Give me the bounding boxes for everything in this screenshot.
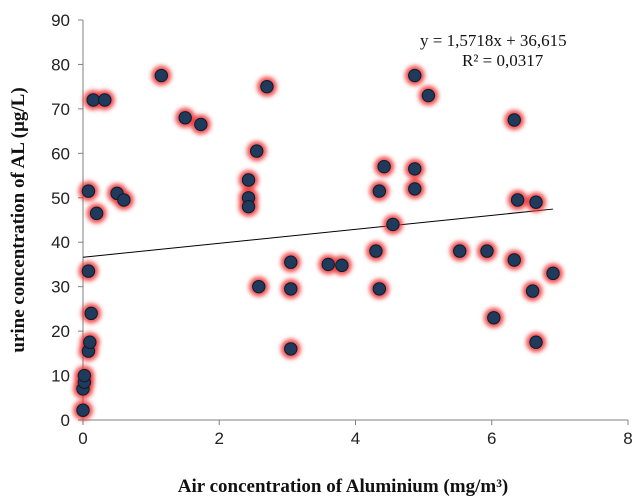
data-point xyxy=(507,253,521,267)
x-tick-label: 4 xyxy=(351,429,360,448)
trendline xyxy=(82,208,554,258)
y-tick-label: 30 xyxy=(51,278,70,297)
y-tick-label: 60 xyxy=(51,144,70,163)
x-axis-title: Air concentration of Aluminium (mg/m³) xyxy=(178,476,508,497)
data-point xyxy=(453,244,467,258)
data-point xyxy=(284,255,298,269)
data-point xyxy=(284,342,298,356)
data-point xyxy=(241,173,256,187)
data-point xyxy=(81,264,96,278)
y-tick-label: 80 xyxy=(51,55,70,74)
data-point xyxy=(260,79,274,94)
data-point xyxy=(89,206,104,221)
y-tick-label: 0 xyxy=(61,411,70,430)
data-point xyxy=(525,284,540,298)
data-point xyxy=(529,335,543,349)
x-tick-label: 8 xyxy=(623,429,632,448)
x-tick-label: 6 xyxy=(487,429,496,448)
data-point xyxy=(369,244,383,258)
data-point xyxy=(76,403,90,417)
y-tick-label: 50 xyxy=(51,189,70,208)
data-point xyxy=(507,113,521,127)
data-point xyxy=(529,195,543,209)
x-ticks: 0 2 4 6 8 xyxy=(78,420,633,448)
data-point xyxy=(372,282,387,296)
data-point xyxy=(250,144,264,158)
data-point xyxy=(480,244,494,258)
data-point xyxy=(386,217,400,232)
data-point xyxy=(154,68,169,83)
data-point xyxy=(284,282,298,296)
y-tick-label: 10 xyxy=(51,367,70,386)
data-point xyxy=(98,93,112,107)
data-point xyxy=(546,266,560,281)
y-tick-label: 70 xyxy=(51,100,70,119)
data-point xyxy=(241,199,256,214)
data-point xyxy=(252,279,266,294)
y-tick-label: 40 xyxy=(51,233,70,252)
y-axis-title: urine concentration of AL (µg/L) xyxy=(8,87,29,352)
point-glows xyxy=(73,65,564,421)
data-point xyxy=(83,335,97,349)
x-tick-label: 2 xyxy=(215,429,224,448)
y-tick-label: 90 xyxy=(51,11,70,30)
data-point xyxy=(81,184,96,198)
data-point xyxy=(77,368,92,383)
data-point xyxy=(377,159,391,174)
data-point xyxy=(335,258,349,273)
data-point xyxy=(408,68,422,83)
data-points xyxy=(73,65,564,421)
trendline-group xyxy=(82,208,554,258)
data-point xyxy=(408,182,422,196)
y-ticks: 0 10 20 30 40 50 60 70 80 90 xyxy=(51,11,83,430)
data-point xyxy=(321,257,335,272)
trendline-r2: R² = 0,0317 xyxy=(462,51,544,70)
y-tick-label: 20 xyxy=(51,322,70,341)
data-point xyxy=(84,306,98,321)
data-point xyxy=(408,162,422,176)
data-point xyxy=(421,88,436,103)
data-point xyxy=(86,93,100,107)
data-point xyxy=(372,184,387,198)
data-point xyxy=(117,193,131,207)
x-tick-label: 0 xyxy=(78,429,87,448)
data-point xyxy=(487,311,501,325)
data-point xyxy=(510,193,525,207)
trendline-equation: y = 1,5718x + 36,615 xyxy=(420,31,567,50)
data-point xyxy=(178,111,192,125)
data-point xyxy=(194,117,208,132)
